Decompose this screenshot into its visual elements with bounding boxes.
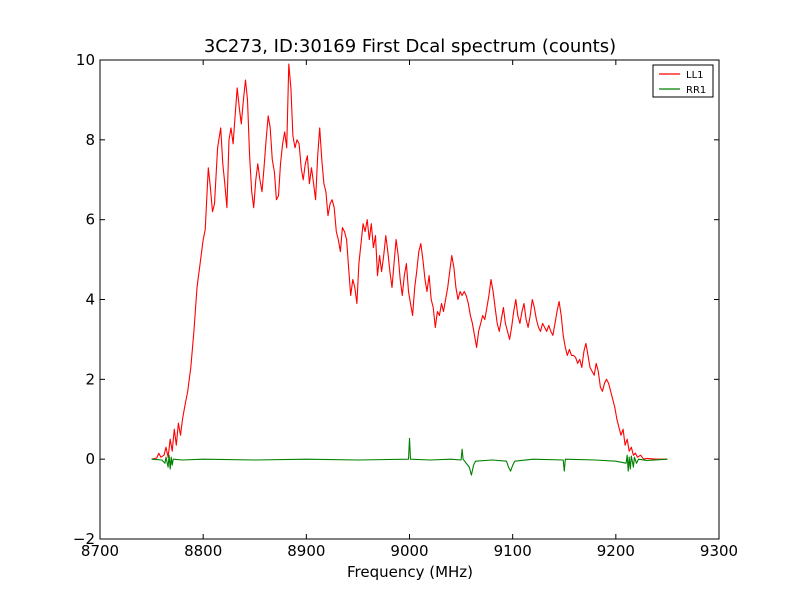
y-tick-label: 10 [76,51,95,69]
legend-box [652,64,714,98]
y-tick-label: 6 [85,211,95,229]
plot-area: 8700 8800 8900 9000 9100 9200 9300 −2 0 2 4 6 8 10 LL1… [73,51,738,560]
y-tick-label: 8 [85,131,95,149]
series-line-ll1 [151,63,668,460]
y-tick-label: 2 [85,370,95,388]
chart-title: 3C273, ID:30169 First Dcal spectrum (cou… [204,36,616,57]
x-axis-label: Frequency (MHz) [347,563,473,581]
x-tick-label: 8700 [81,542,119,560]
x-tick-label: 8800 [184,542,222,560]
series-line-rr1 [151,437,668,476]
x-tick-label: 8900 [287,542,325,560]
x-tick-label: 9000 [390,542,428,560]
x-tick-label: 9200 [597,542,635,560]
y-tick-label: 0 [85,450,95,468]
y-tick-label: 4 [85,291,95,309]
x-tick-label: 9100 [494,542,532,560]
y-tick-label: −2 [73,530,95,548]
legend-label-ll1: LL1 [686,70,704,81]
legend-label-rr1: RR1 [686,85,706,96]
x-tick-label: 9300 [700,542,738,560]
